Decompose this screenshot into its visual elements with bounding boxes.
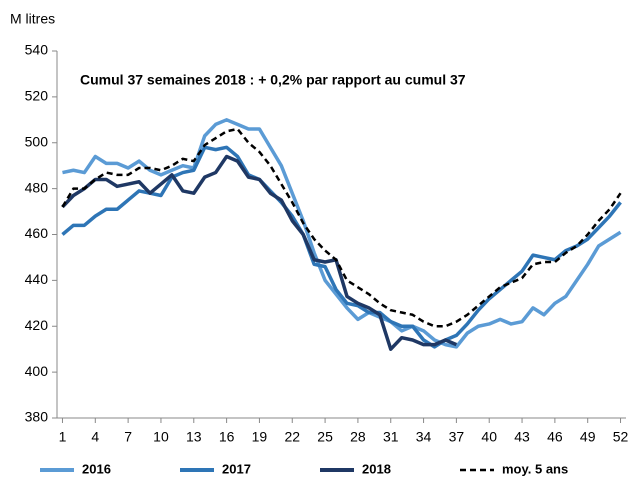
- y-tick-label: 480: [25, 179, 49, 195]
- annotation: Cumul 37 semaines 2018 : + 0,2% par rapp…: [80, 72, 466, 88]
- y-tick-label: 400: [25, 363, 49, 379]
- y-tick-label: 500: [25, 133, 49, 149]
- x-tick-label: 19: [252, 429, 268, 445]
- x-tick-label: 7: [124, 429, 132, 445]
- x-tick-label: 10: [153, 429, 169, 445]
- x-tick-label: 46: [547, 429, 563, 445]
- y-tick-label: 520: [25, 88, 49, 104]
- x-tick-label: 25: [317, 429, 333, 445]
- y-tick-label: 440: [25, 271, 49, 287]
- y-tick-label: 540: [25, 42, 49, 58]
- x-tick-label: 13: [186, 429, 202, 445]
- series-line: [61, 127, 622, 328]
- series-line: [62, 118, 622, 349]
- x-tick-label: 43: [514, 429, 530, 445]
- x-tick-label: 28: [350, 429, 366, 445]
- y-axis-label: M litres: [10, 11, 55, 27]
- x-tick-label: 40: [481, 429, 497, 445]
- x-tick-label: 31: [383, 429, 399, 445]
- x-tick-label: 22: [284, 429, 300, 445]
- y-tick-label: 380: [25, 409, 49, 425]
- x-tick-label: 37: [449, 429, 465, 445]
- y-tick-label: 420: [25, 317, 49, 333]
- x-tick-label: 49: [580, 429, 596, 445]
- x-tick-label: 1: [59, 429, 67, 445]
- x-tick-label: 4: [91, 429, 99, 445]
- legend-label: moy. 5 ans: [502, 461, 568, 476]
- legend-label: 2016: [82, 461, 111, 476]
- x-tick-label: 34: [416, 429, 432, 445]
- series-line: [61, 154, 458, 351]
- legend-label: 2017: [222, 461, 251, 476]
- x-tick-label: 52: [613, 429, 629, 445]
- legend-label: 2018: [362, 461, 391, 476]
- series-line: [61, 145, 622, 349]
- y-tick-label: 460: [25, 225, 49, 241]
- x-tick-label: 16: [219, 429, 235, 445]
